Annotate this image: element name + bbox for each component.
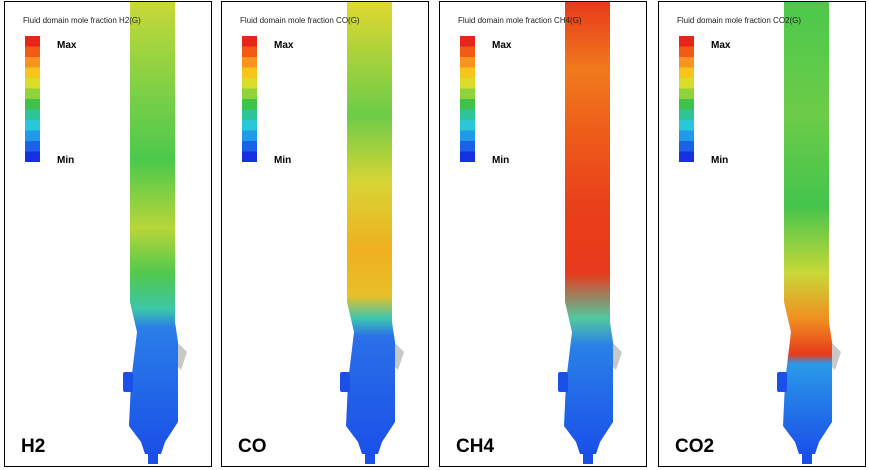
legend-swatch: [460, 78, 475, 89]
legend-swatch: [460, 120, 475, 131]
legend-swatch: [25, 88, 40, 99]
legend-swatch: [242, 120, 257, 131]
legend-swatch: [242, 88, 257, 99]
contour-plot: [460, 2, 622, 464]
legend-swatch: [242, 99, 257, 110]
legend-swatch: [25, 130, 40, 141]
panel-label: CH4: [456, 436, 495, 457]
outlet: [148, 454, 158, 464]
contour-panel: Fluid domain mole fraction CH4(G) Max Min C…: [439, 1, 647, 467]
legend-swatch: [242, 46, 257, 57]
legend-max: Max: [711, 40, 731, 51]
contour-plot: [679, 2, 841, 464]
legend-swatch: [460, 67, 475, 78]
legend-swatch: [25, 46, 40, 57]
legend-min: Min: [274, 155, 292, 166]
legend-swatch: [25, 67, 40, 78]
contour-panel: Fluid domain mole fraction CO2(G) Max Min C…: [658, 1, 866, 467]
legend-swatch: [679, 99, 694, 110]
legend-swatch: [460, 36, 475, 47]
reactor: [783, 2, 832, 454]
legend-swatch: [25, 78, 40, 89]
contour-panel: Fluid domain mole fraction CO(G) Max Min CO: [221, 1, 429, 467]
legend-swatch: [25, 99, 40, 110]
panel-label: H2: [21, 436, 46, 457]
outlet: [365, 454, 375, 464]
legend-swatch: [679, 67, 694, 78]
legend-swatch: [679, 141, 694, 152]
legend-swatch: [679, 151, 694, 162]
legend-swatch: [679, 130, 694, 141]
legend-swatch: [460, 109, 475, 120]
legend-swatch: [679, 109, 694, 120]
reactor: [346, 2, 395, 454]
panel-label: CO: [238, 436, 267, 457]
legend-max: Max: [57, 40, 77, 51]
legend-swatch: [25, 36, 40, 47]
legend-max: Max: [274, 40, 294, 51]
nozzle: [123, 372, 133, 392]
legend-swatch: [25, 109, 40, 120]
legend-swatch: [242, 109, 257, 120]
legend-swatch: [25, 141, 40, 152]
legend-swatch: [679, 57, 694, 68]
reactor: [129, 2, 178, 454]
legend-swatch: [25, 151, 40, 162]
legend-swatch: [679, 46, 694, 57]
legend-swatch: [460, 99, 475, 110]
panel-label: CO2: [675, 436, 715, 457]
legend-title: Fluid domain mole fraction CH4(G): [458, 16, 582, 25]
nozzle: [340, 372, 350, 392]
legend-max: Max: [492, 40, 512, 51]
legend-swatch: [679, 78, 694, 89]
legend-swatch: [460, 130, 475, 141]
legend-swatch: [679, 120, 694, 131]
legend-title: Fluid domain mole fraction CO2(G): [677, 16, 802, 25]
legend-swatch: [25, 120, 40, 131]
legend-swatch: [242, 130, 257, 141]
legend-min: Min: [57, 155, 75, 166]
legend-swatch: [242, 78, 257, 89]
legend-swatch: [242, 57, 257, 68]
legend-title: Fluid domain mole fraction H2(G): [23, 16, 141, 25]
legend-swatch: [460, 88, 475, 99]
legend-swatch: [242, 141, 257, 152]
legend-swatch: [460, 46, 475, 57]
legend-swatch: [242, 36, 257, 47]
legend-min: Min: [711, 155, 729, 166]
outlet: [583, 454, 593, 464]
legend-swatch: [679, 88, 694, 99]
legend-swatch: [679, 36, 694, 47]
reactor: [564, 2, 613, 454]
legend-min: Min: [492, 155, 510, 166]
legend-swatch: [25, 57, 40, 68]
legend-title: Fluid domain mole fraction CO(G): [240, 16, 360, 25]
contour-panel: Fluid domain mole fraction H2(G) Max Min H2: [4, 1, 212, 467]
contour-plot: [25, 2, 187, 464]
legend-swatch: [460, 57, 475, 68]
contour-plot: [242, 2, 404, 464]
legend-swatch: [460, 141, 475, 152]
legend-swatch: [242, 67, 257, 78]
nozzle: [558, 372, 568, 392]
legend-swatch: [460, 151, 475, 162]
nozzle: [777, 372, 787, 392]
legend-swatch: [242, 151, 257, 162]
outlet: [802, 454, 812, 464]
